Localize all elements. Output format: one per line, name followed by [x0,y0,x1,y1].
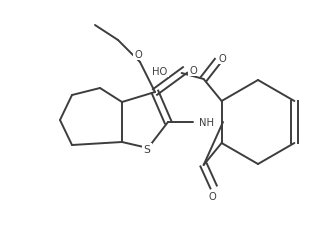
Text: S: S [143,144,150,154]
Text: HO: HO [152,67,168,77]
Text: O: O [219,54,226,64]
Text: NH: NH [199,118,215,128]
Text: O: O [134,50,142,60]
Text: O: O [209,191,217,201]
Text: O: O [189,66,197,76]
